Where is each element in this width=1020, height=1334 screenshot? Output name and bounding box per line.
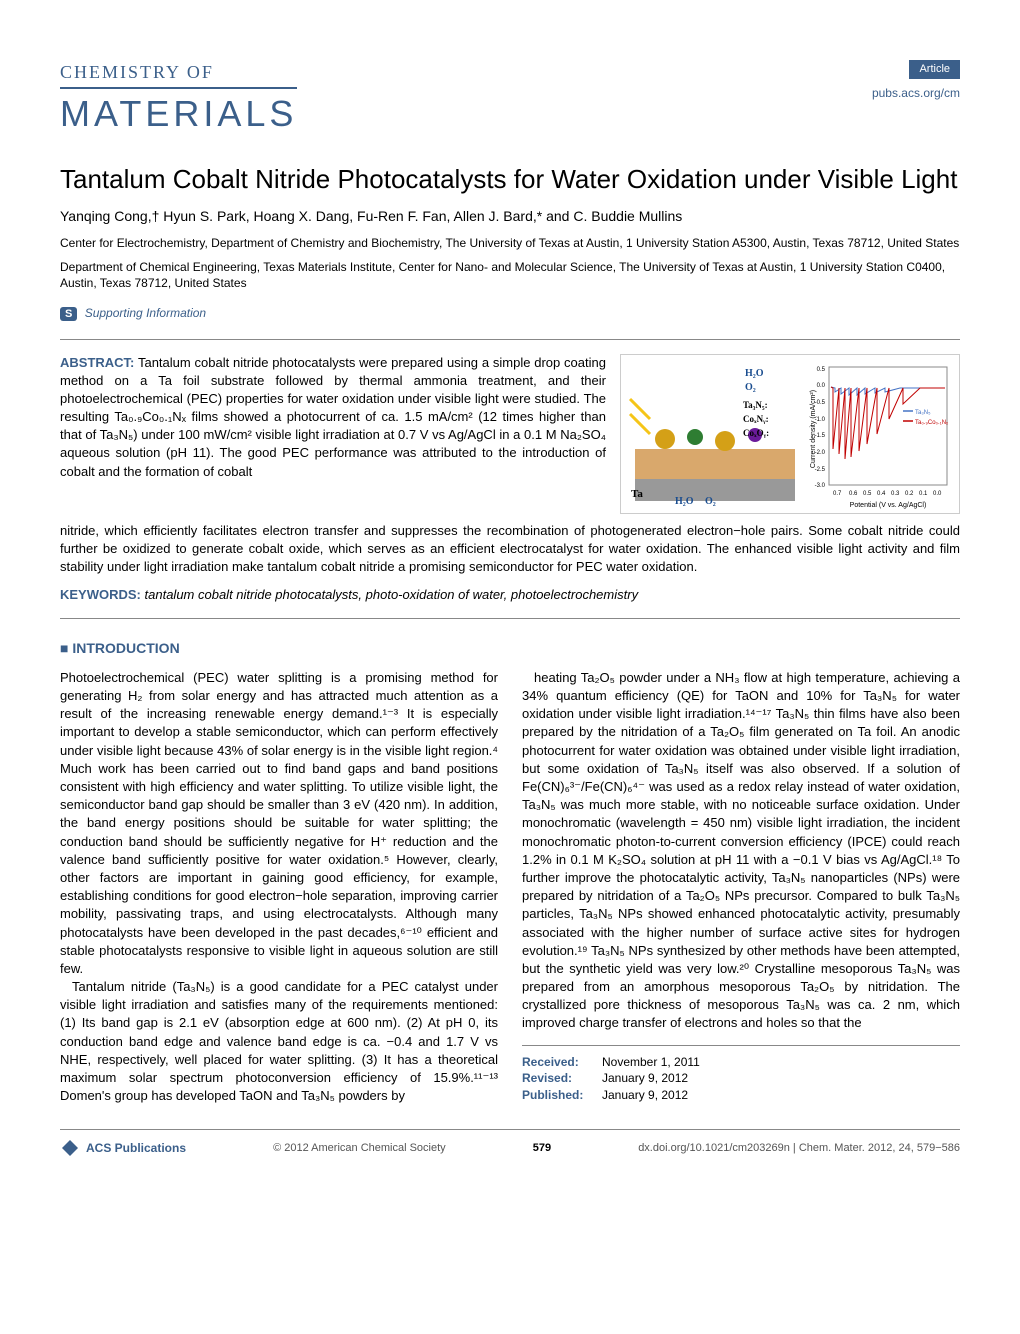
schematic-diagram: H₂O O₂ Ta₃N₅: CoₓNᵧ: CoₓOᵧ: Ta H₂O O₂	[625, 359, 805, 509]
intro-paragraph-1: Photoelectrochemical (PEC) water splitti…	[60, 669, 498, 978]
chart-frame	[829, 367, 947, 485]
abstract-text: ABSTRACT: Tantalum cobalt nitride photoc…	[60, 354, 606, 514]
received-label: Received:	[522, 1054, 602, 1071]
keywords-label: KEYWORDS:	[60, 587, 141, 602]
article-title: Tantalum Cobalt Nitride Photocatalysts f…	[60, 164, 960, 195]
journal-logo: CHEMISTRY OF MATERIALS	[60, 60, 297, 140]
svg-text:-1.5: -1.5	[815, 433, 826, 439]
keywords: KEYWORDS: tantalum cobalt nitride photoc…	[60, 586, 960, 604]
affiliation-1: Center for Electrochemistry, Department …	[60, 236, 960, 252]
svg-text:-0.5: -0.5	[815, 400, 826, 406]
acs-publications-text: ACS Publications	[86, 1140, 186, 1157]
svg-text:0.1: 0.1	[919, 491, 928, 497]
published-label: Published:	[522, 1087, 602, 1104]
svg-text:0.0: 0.0	[817, 383, 826, 389]
svg-text:0.0: 0.0	[933, 491, 942, 497]
svg-text:0.5: 0.5	[863, 491, 872, 497]
abstract-box: ABSTRACT: Tantalum cobalt nitride photoc…	[60, 339, 960, 620]
abstract-part2: nitride, which efficiently facilitates e…	[60, 522, 960, 577]
h2o-label: H₂O	[745, 367, 764, 381]
svg-text:0.4: 0.4	[877, 491, 886, 497]
supporting-badge-icon: S	[60, 307, 77, 321]
supporting-label: Supporting Information	[85, 306, 206, 320]
con-particle	[687, 429, 703, 445]
article-type-badge: Article	[909, 60, 960, 79]
ta-layer	[635, 449, 795, 479]
svg-text:0.2: 0.2	[905, 491, 914, 497]
keywords-text: tantalum cobalt nitride photocatalysts, …	[145, 587, 639, 602]
svg-text:0.3: 0.3	[891, 491, 900, 497]
svg-text:-3.0: -3.0	[815, 483, 826, 489]
legend-tacon: Ta₀.₉Co₀.₁Nₓ	[915, 420, 948, 426]
header-right: Article pubs.acs.org/cm	[872, 60, 960, 102]
copyright: © 2012 American Chemical Society	[273, 1141, 446, 1156]
revised-label: Revised:	[522, 1070, 602, 1087]
published-date: January 9, 2012	[602, 1087, 688, 1104]
introduction-header: INTRODUCTION	[60, 639, 960, 659]
graphical-abstract: H₂O O₂ Ta₃N₅: CoₓNᵧ: CoₓOᵧ: Ta H₂O O₂ Cu…	[620, 354, 960, 514]
abstract-part1: Tantalum cobalt nitride photocatalysts w…	[60, 355, 606, 479]
acs-badge-icon	[60, 1138, 80, 1158]
legend-ta3n5: Ta₃N₅	[915, 410, 931, 416]
svg-text:-1.0: -1.0	[815, 417, 826, 423]
o2-bot-label: O₂	[705, 495, 716, 509]
ta3n5-legend: Ta₃N₅:	[743, 399, 768, 412]
svg-text:0.5: 0.5	[817, 367, 826, 373]
abstract-label: ABSTRACT:	[60, 355, 134, 370]
journal-url[interactable]: pubs.acs.org/cm	[872, 85, 960, 102]
acs-publications-logo: ACS Publications	[60, 1138, 186, 1158]
header: CHEMISTRY OF MATERIALS Article pubs.acs.…	[60, 60, 960, 140]
intro-paragraph-2: Tantalum nitride (Ta₃N₅) is a good candi…	[60, 978, 498, 1105]
affiliation-2: Department of Chemical Engineering, Texa…	[60, 260, 960, 291]
body-text: Photoelectrochemical (PEC) water splitti…	[60, 669, 960, 1106]
revised-date: January 9, 2012	[602, 1070, 688, 1087]
svg-text:-2.5: -2.5	[815, 467, 826, 473]
authors: Yanqing Cong,† Hyun S. Park, Hoang X. Da…	[60, 207, 960, 227]
ta3n5-particle-2	[715, 431, 735, 451]
x-axis-label: Potential (V vs. Ag/AgCl)	[850, 502, 927, 509]
doi-citation: dx.doi.org/10.1021/cm203269n | Chem. Mat…	[638, 1141, 960, 1156]
o2-label: O₂	[745, 381, 756, 395]
intro-paragraph-3: heating Ta₂O₅ powder under a NH₃ flow at…	[522, 669, 960, 1033]
page-number: 579	[533, 1141, 551, 1156]
svg-text:0.6: 0.6	[849, 491, 858, 497]
publication-dates: Received: November 1, 2011 Revised: Janu…	[522, 1045, 960, 1104]
ta-label: Ta	[631, 487, 643, 502]
ta3n5-particle	[655, 429, 675, 449]
h2o-bot-label: H₂O	[675, 495, 694, 509]
lsv-chart: Current density (mA/cm²) Potential (V vs…	[805, 359, 955, 509]
page-footer: ACS Publications © 2012 American Chemica…	[60, 1129, 960, 1158]
svg-text:0.7: 0.7	[833, 491, 842, 497]
journal-name-line2: MATERIALS	[60, 87, 297, 139]
received-date: November 1, 2011	[602, 1054, 700, 1071]
journal-name-line1: CHEMISTRY OF	[60, 60, 297, 85]
con-legend: CoₓNᵧ:	[743, 413, 769, 426]
svg-text:-2.0: -2.0	[815, 450, 826, 456]
supporting-info[interactable]: S Supporting Information	[60, 305, 960, 322]
coo-legend: CoₓOᵧ:	[743, 427, 769, 440]
